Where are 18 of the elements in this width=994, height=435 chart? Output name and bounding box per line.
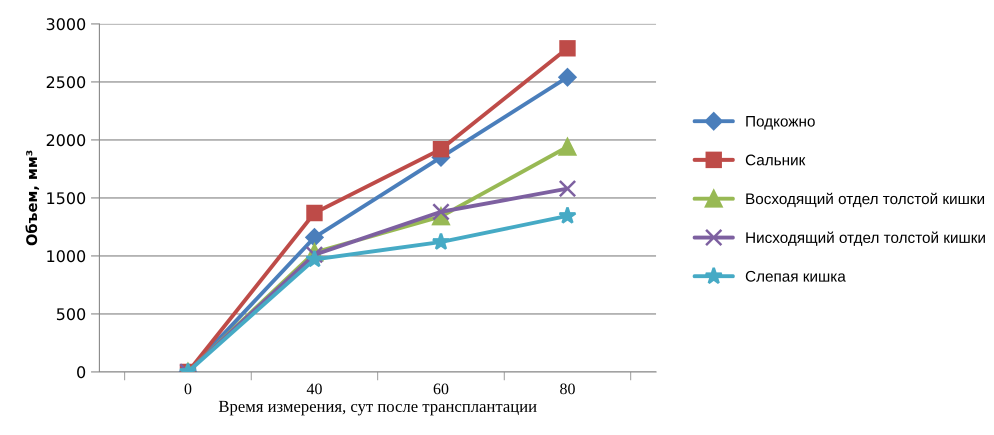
y-tick-label: 2500 <box>46 76 86 88</box>
y-axis-title: Объем, мм³ <box>25 150 40 246</box>
x-tick-label: 40 <box>306 384 322 394</box>
y-tick-label: 2000 <box>46 134 86 146</box>
y-tick-label: 3000 <box>46 18 86 30</box>
y-tick-label: 0 <box>77 366 86 378</box>
y-tick-label: 1000 <box>47 250 86 262</box>
legend-label: Сальник <box>746 154 806 166</box>
x-axis-title: Время измерения, сут после трансплантации <box>218 400 537 416</box>
y-tick-label: 1500 <box>47 192 86 204</box>
y-tick-label: 500 <box>56 308 86 320</box>
x-tick-label: 0 <box>184 384 192 394</box>
legend-label: Подкожно <box>746 116 815 130</box>
x-tick-label: 60 <box>434 384 448 394</box>
legend-label: Восходящий отдел толстой кишки <box>746 192 984 208</box>
legend-label: Нисходящий отдел толстой кишки <box>746 232 985 246</box>
legend-label: Слепая кишка <box>746 270 846 282</box>
x-tick-label: 80 <box>560 384 575 394</box>
